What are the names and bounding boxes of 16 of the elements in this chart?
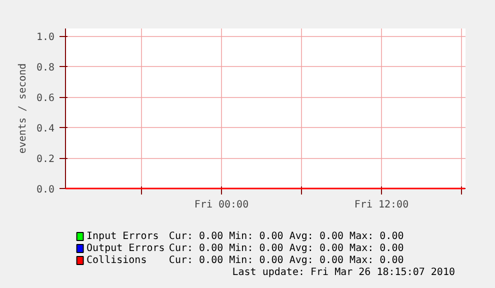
legend-label: Collisions [86,255,147,266]
text: Last update: Fri Mar 26 18:15:07 2010 [232,267,455,278]
x-tick-label: Fri 00:00 [194,200,249,210]
text: Cur: 0.00 Min: 0.00 Avg: 0.00 Max: 0.00 [168,255,404,266]
legend-label: Output Errors [86,243,165,254]
y-tick-label: 1.0 [36,32,54,44]
text: Cur: 0.00 Min: 0.00 Avg: 0.00 Max: 0.00 [168,231,404,242]
y-tick-label: 0.0 [36,184,54,196]
legend-label: Input Errors [86,231,159,242]
x-tick-label: Fri 12:00 [354,200,409,210]
y-tick-label: 0.2 [36,154,54,166]
y-tick-label: 0.6 [36,93,54,104]
y-tick-label: 0.4 [36,124,54,135]
text: Cur: 0.00 Min: 0.00 Avg: 0.00 Max: 0.00 [168,243,404,254]
y-axis-title: events / second [17,63,28,154]
y-tick-label: 0.8 [36,62,54,74]
